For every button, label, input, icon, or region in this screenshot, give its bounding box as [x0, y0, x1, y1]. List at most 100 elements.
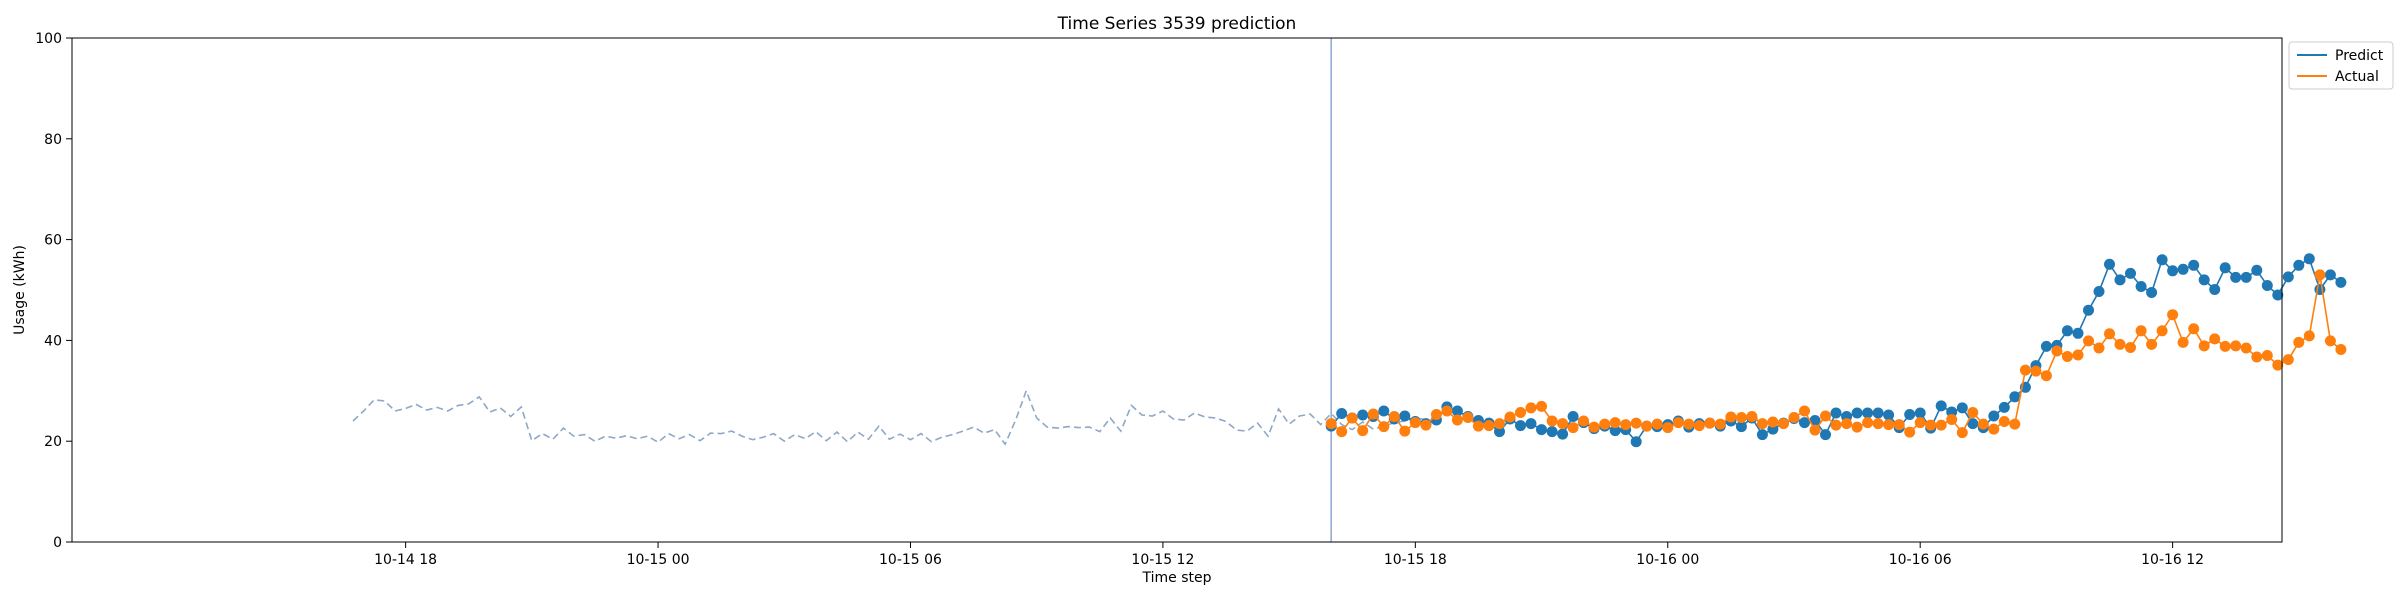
predict-point [2272, 289, 2284, 301]
predict-point [2282, 271, 2294, 283]
actual-point [1599, 418, 1611, 430]
predict-point [1756, 429, 1768, 441]
actual-point [1799, 405, 1810, 417]
actual-point [1515, 407, 1526, 418]
actual-point [2240, 342, 2252, 354]
predict-point [1914, 407, 1926, 419]
predict-point [1904, 409, 1916, 420]
x-tick-label: 10-15 06 [879, 552, 942, 568]
plot-frame [71, 37, 2283, 543]
actual-point [1620, 419, 1632, 431]
actual-point [1388, 411, 1400, 422]
actual-point [1409, 417, 1421, 429]
predict-point [1546, 426, 1558, 438]
predict-point [2209, 284, 2221, 295]
actual-point [1367, 408, 1379, 420]
actual-point [2019, 364, 2031, 376]
actual-point [1557, 418, 1569, 430]
predict-point [1809, 415, 1821, 426]
actual-point [2093, 342, 2105, 354]
predict-point [1630, 436, 1642, 448]
predict-point [1872, 407, 1884, 419]
actual-point [2177, 336, 2189, 348]
predict-point [1862, 407, 1874, 419]
actual-point [1378, 421, 1390, 433]
predict-point [1494, 426, 1505, 438]
predict-point [1851, 407, 1863, 419]
y-tick-label: 60 [44, 233, 62, 249]
actual-point [2072, 349, 2084, 361]
actual-point [2051, 345, 2063, 357]
actual-point [1714, 418, 1726, 430]
chart-title: Time Series 3539 prediction [1057, 14, 1297, 34]
actual-point [2009, 418, 2021, 430]
predict-point [2009, 391, 2021, 403]
predict-point [2240, 271, 2252, 283]
predict-point [2167, 265, 2179, 277]
x-tick-label: 10-15 12 [1131, 552, 1194, 568]
actual-point [2230, 340, 2242, 352]
actual-point [1504, 411, 1516, 423]
predict-point [2230, 271, 2242, 283]
actual-point [1872, 418, 1884, 430]
predict-point [2083, 304, 2094, 316]
actual-point [1609, 417, 1621, 429]
predict-point [2135, 281, 2147, 292]
plot-area [352, 38, 2347, 542]
predict-point [2261, 280, 2273, 291]
actual-point [2335, 344, 2347, 355]
predict-point [2293, 259, 2305, 271]
actual-point [2314, 269, 2326, 281]
predict-point [2104, 258, 2115, 270]
legend: Predict Actual [2288, 41, 2394, 90]
y-tick-label: 40 [44, 333, 62, 349]
legend-label-predict: Predict [2335, 48, 2384, 64]
actual-point [1325, 418, 1337, 430]
predict-point [2198, 274, 2210, 286]
predict-point [2072, 327, 2084, 339]
actual-point [1399, 425, 1411, 437]
y-tick-label: 100 [35, 31, 62, 47]
y-tick-label: 20 [44, 434, 62, 450]
actual-point [1683, 418, 1695, 430]
actual-point [1430, 409, 1442, 420]
y-tick-label: 80 [44, 132, 62, 148]
actual-point [1662, 422, 1674, 434]
predict-point [1451, 405, 1463, 417]
actual-point [2282, 354, 2294, 366]
actual-point [1725, 411, 1737, 423]
predict-point [2324, 269, 2336, 281]
predict-point [2093, 286, 2105, 297]
actual-point [1630, 417, 1642, 429]
actual-point [1788, 412, 1800, 423]
actual-point [1746, 411, 1758, 422]
predict-point [1378, 405, 1390, 417]
history-series-line [352, 388, 1437, 446]
actual-point [1883, 419, 1895, 431]
actual-point [2303, 330, 2315, 342]
actual-point [1956, 427, 1968, 439]
actual-point [1841, 418, 1853, 430]
actual-point [1494, 418, 1505, 430]
actual-point [1588, 421, 1600, 433]
actual-point [1830, 419, 1842, 431]
actual-point [2272, 359, 2284, 371]
actual-point [2167, 309, 2179, 321]
x-axis-title: Time step [1142, 570, 1212, 586]
x-axis: 10-14 18 10-15 00 10-15 06 10-15 12 10-15 18… [374, 542, 2204, 568]
actual-point [1567, 422, 1579, 434]
predict-point [1820, 429, 1831, 441]
predict-point [2125, 267, 2136, 279]
predict-point [2303, 253, 2315, 265]
actual-point [1525, 402, 1537, 414]
actual-point [1693, 420, 1705, 432]
actual-point [1483, 420, 1495, 432]
predict-point [1399, 410, 1411, 422]
predict-point [1557, 428, 1569, 440]
actual-point [1357, 425, 1369, 437]
actual-point [2125, 342, 2136, 353]
predict-point [1935, 400, 1947, 412]
predict-point [1735, 421, 1747, 433]
legend-label-actual: Actual [2335, 69, 2379, 85]
